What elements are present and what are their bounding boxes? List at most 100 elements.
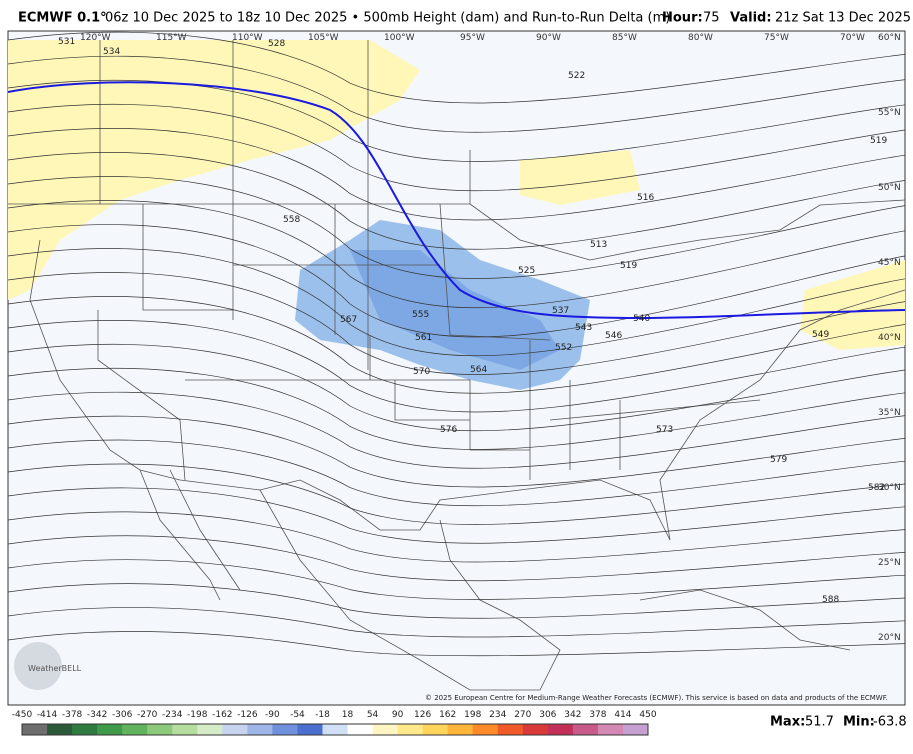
latitude-label: 25°N [878,558,901,568]
contour-line [7,439,906,507]
contour-line [7,176,906,279]
contour-label: 516 [637,193,654,203]
colorbar-segment [472,724,499,735]
longitude-label: 115°W [156,33,187,43]
longitude-label: 110°W [232,33,263,43]
contour-label: 534 [103,47,120,57]
longitude-label: 70°W [840,33,865,43]
colorbar-tick-label: -378 [62,710,83,720]
contour-line [7,631,906,657]
description: 06z 10 Dec 2025 to 18z 10 Dec 2025 • 500… [105,11,670,26]
contour-line [7,368,906,450]
contour-line [7,128,906,221]
negative-delta [350,250,560,370]
colorbar-segment [447,724,474,735]
colorbar-tick-label: 162 [439,710,456,720]
colorbar-tick-label: -18 [315,710,330,720]
colorbar-segment [97,724,123,735]
colorbar-tick-label: -234 [162,710,183,720]
colorbar-tick-label: 306 [539,710,556,720]
contour-label: 588 [822,595,839,605]
colorbar-segment [147,724,173,735]
colorbar-tick-label: 450 [639,710,656,720]
longitude-label: 100°W [384,33,415,43]
contour-line [7,200,906,309]
longitude-label: 95°W [460,33,485,43]
contour-label: 561 [415,333,432,343]
colorbar: -450 -414 -378 -342 -306 -270 -234 -198 -162 -126… [12,710,657,736]
min: -63.8 [873,715,907,730]
colorbar-tick-label: -54 [290,710,305,720]
contour-label: 513 [590,240,607,250]
contour-line [7,272,906,375]
colorbar-segment [47,724,73,735]
longitude-label: 120°W [80,33,111,43]
colorbar-tick-label: 270 [514,710,531,720]
contour-label: 579 [770,455,787,465]
positive-delta [520,150,640,205]
contour-line [7,248,906,357]
colorbar-tick-label: 18 [342,710,354,720]
valid-label: Valid: [730,11,772,26]
colorbar-segment [22,724,48,735]
colorbar-tick-label: -90 [265,710,280,720]
contour-label: 558 [283,215,300,225]
contour-line [7,152,906,250]
latitude-label: 40°N [878,333,901,343]
contour-line [7,535,906,582]
contour-line [7,559,906,600]
contour-line [7,391,906,469]
colorbar-segment [122,724,148,735]
height-540-contour [7,81,906,320]
latitude-label: 45°N [878,258,901,268]
longitude-label: 90°W [536,33,561,43]
contour-label: 582 [868,483,885,493]
positive-delta [800,260,905,350]
contour-label: 546 [605,331,622,341]
colorbar-tick-label: -306 [112,710,133,720]
contour-line [7,583,906,619]
latitude-label: 30°N [878,483,901,493]
contour-label: 570 [413,367,430,377]
colorbar-segment [522,724,549,735]
contour-line [7,31,906,104]
contour-label: 519 [620,261,637,271]
contour-line [7,511,906,563]
colorbar-tick-label: -198 [187,710,208,720]
contour-line [7,320,906,413]
contour-label: 519 [870,136,887,146]
colorbar-segment [197,724,223,735]
longitude-label: 80°W [688,33,713,43]
colorbar-tick-label: -450 [12,710,33,720]
colorbar-segment [597,724,624,735]
contour-label: 564 [470,365,487,375]
contour-label: 531 [58,37,75,47]
contour-labels: 531 534 528 522 519 516 513 519 525 537 543 546 540 5… [58,37,887,605]
contour-label: 540 [633,314,650,324]
latitude-label: 55°N [878,108,901,118]
colorbar-segment [247,724,273,735]
colorbar-tick-label: -342 [87,710,107,720]
contour-line [7,415,906,488]
valid: 21z Sat 13 Dec 2025 [775,11,911,26]
contour-line [7,104,906,192]
longitude-label: 105°W [308,33,339,43]
latitude-label: 20°N [878,633,901,643]
contour-line [7,487,906,544]
colorbar-tick-label: 198 [464,710,481,720]
contour-line [7,463,906,525]
contour-label: 528 [268,39,285,49]
colorbar-segment [547,724,574,735]
longitude-label: 75°W [764,33,789,43]
colorbar-segment [622,724,649,735]
contour-label: 552 [555,343,572,353]
hour-label: Hour: [662,11,703,26]
colorbar-segment [272,724,298,735]
colorbar-segment [422,724,449,735]
colorbar-segment [372,724,399,735]
colorbar-tick-label: -126 [237,710,258,720]
colorbar-tick-label: 90 [392,710,404,720]
colorbar-segment [72,724,98,735]
contour-label: 522 [568,71,585,81]
